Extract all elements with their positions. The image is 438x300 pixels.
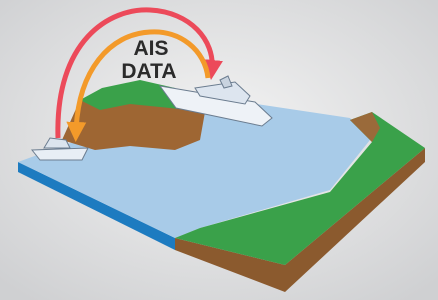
illustration: AIS DATA: [0, 0, 438, 300]
page: {"label": {"lines": ["AIS", "DATA"]}} AI…: [0, 0, 438, 300]
small-ship: [32, 148, 88, 160]
label-line: DATA: [121, 60, 176, 83]
label-line: AIS: [133, 37, 168, 60]
